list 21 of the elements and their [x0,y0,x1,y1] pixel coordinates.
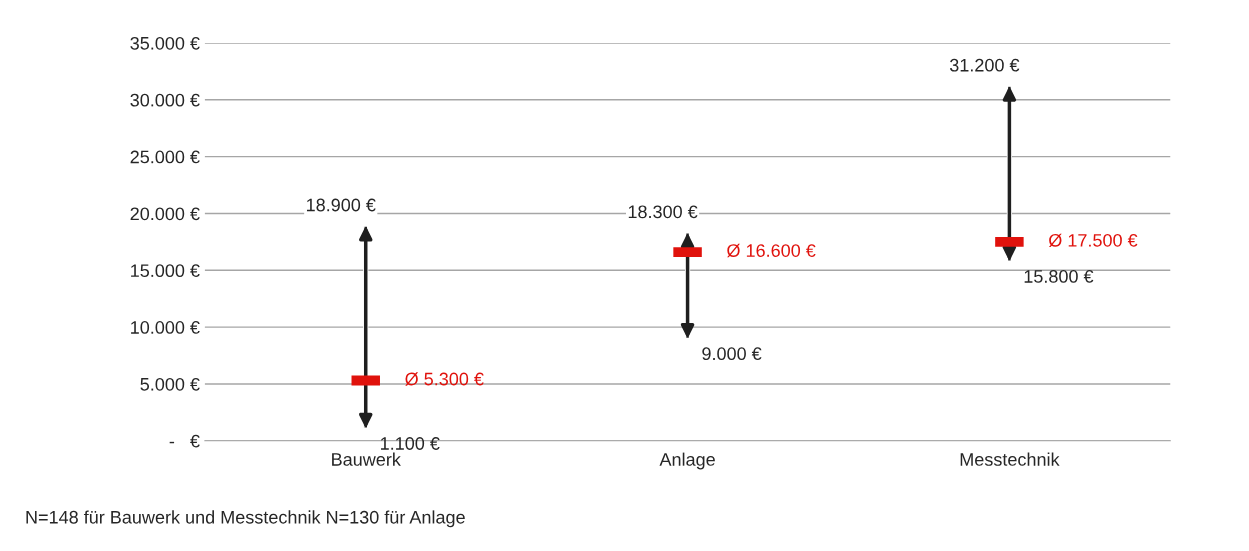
y-tick-label: 35.000 € [130,36,200,50]
annotation: 15.800 € [1024,270,1094,283]
x-tick-label: Anlage [659,452,715,470]
y-tick-label: 30.000 € [130,93,200,107]
data-label: Ø 17.500 € [1048,233,1138,248]
annotation: 31.200 € [949,58,1020,72]
annotation: 18.300 € [628,205,698,219]
annotation: 1.100 € [381,437,440,450]
x-tick-label: Messtechnik [960,452,1060,466]
x-tick-label: Bauwerk [332,452,401,466]
y-tick-label: 10.000 € [131,321,200,334]
y-tick-label: 15.000 € [131,264,200,278]
y-tick-label: 25.000 € [130,150,200,164]
data-label: Ø 5.300 € [405,372,484,386]
annotation: 9.000 € [702,347,762,361]
y-tick-label: 5.000 € [140,377,200,391]
y-tick-label: 20.000 € [130,207,200,221]
data-label: Ø 16.600 € [727,243,816,258]
y-tick-label: - € [169,434,200,448]
annotation: 18.900 € [306,198,376,212]
text: N=148 für Bauwerk und Messtechnik N=130 für Anlage [26,510,465,528]
